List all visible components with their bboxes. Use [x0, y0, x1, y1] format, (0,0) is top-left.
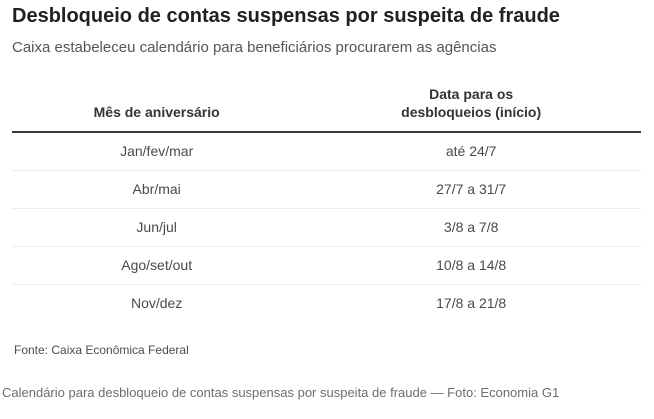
- date-cell: até 24/7: [301, 132, 641, 171]
- table-row: Nov/dez 17/8 a 21/8: [12, 284, 641, 322]
- calendar-table: Mês de aniversário Data para os desbloqu…: [12, 79, 641, 322]
- calendar-table-header: Mês de aniversário Data para os desbloqu…: [12, 79, 641, 133]
- month-cell: Nov/dez: [130, 295, 183, 312]
- column-header-month: Mês de aniversário: [12, 79, 302, 133]
- date-cell: 10/8 a 14/8: [301, 246, 641, 285]
- table-row: Ago/set/out 10/8 a 14/8: [12, 246, 641, 285]
- source-note: Fonte: Caixa Econômica Federal: [14, 343, 189, 357]
- calendar-table-body: Jan/fev/mar até 24/7 Abr/mai 27/7 a 31/7…: [12, 132, 641, 322]
- month-cell: Jan/fev/mar: [12, 132, 302, 171]
- column-header-month-label: Mês de aniversário: [93, 104, 220, 120]
- page-subtitle: Caixa estabeleceu calendário para benefi…: [12, 39, 497, 56]
- date-cell: 17/8 a 21/8: [436, 295, 507, 312]
- column-header-date-label: Data para os desbloqueios (início): [401, 86, 542, 120]
- month-cell: Abr/mai: [12, 170, 302, 209]
- table-row: Jan/fev/mar até 24/7: [12, 132, 641, 171]
- date-cell: 27/7 a 31/7: [301, 170, 641, 209]
- page-title: Desbloqueio de contas suspensas por susp…: [12, 5, 560, 27]
- date-cell: 3/8 a 7/8: [301, 208, 641, 247]
- table-row: Jun/jul 3/8 a 7/8: [12, 208, 641, 247]
- month-cell: Ago/set/out: [12, 246, 302, 285]
- table-row: Abr/mai 27/7 a 31/7: [12, 170, 641, 209]
- image-caption: Calendário para desbloqueio de contas su…: [2, 385, 560, 400]
- month-cell: Jun/jul: [12, 208, 302, 247]
- column-header-date: Data para os desbloqueios (início): [301, 79, 641, 133]
